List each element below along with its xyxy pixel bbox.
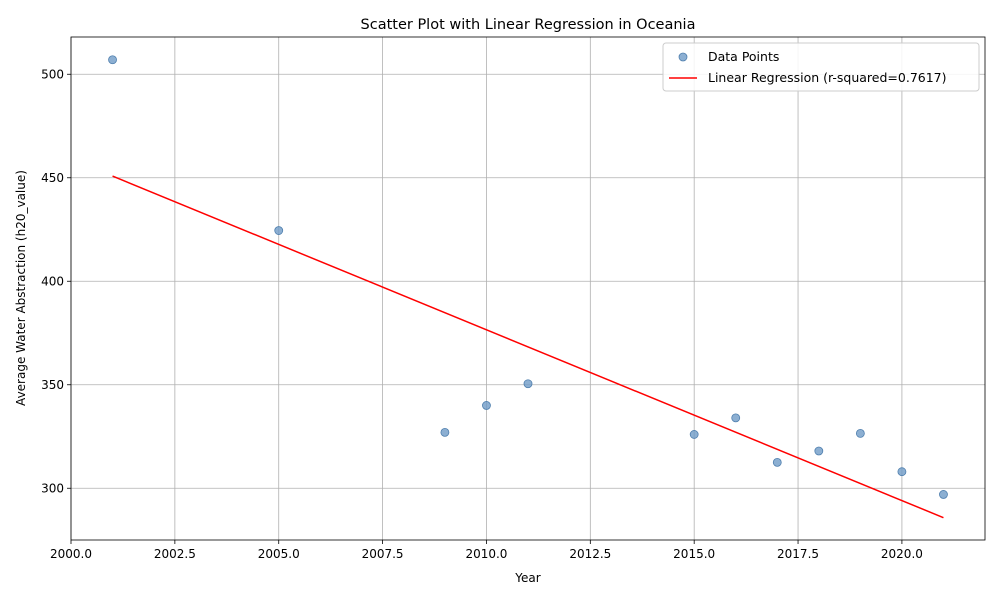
x-tick-label: 2012.5 <box>569 547 611 561</box>
data-point <box>440 427 450 437</box>
data-point <box>482 401 491 410</box>
x-tick-label: 2002.5 <box>154 547 196 561</box>
plot-area-border <box>70 36 986 541</box>
y-tick-label: 350 <box>41 378 64 392</box>
grid-layer <box>70 37 985 540</box>
data-point <box>814 446 824 456</box>
x-tick-label: 2007.5 <box>362 547 404 561</box>
x-tick-label: 2020.0 <box>881 547 923 561</box>
legend-marker-data-points <box>678 52 688 62</box>
data-point <box>523 379 533 389</box>
regression-layer <box>112 175 944 519</box>
plot-frame <box>70 36 986 541</box>
y-axis-title: Average Water Abstraction (h20_value) <box>14 170 28 406</box>
y-tick-label: 300 <box>41 481 64 495</box>
legend-label-data-points: Data Points <box>708 49 779 64</box>
x-tick-label: 2015.0 <box>673 547 715 561</box>
data-point <box>108 55 117 65</box>
data-point <box>274 226 284 235</box>
x-tick-label: 2005.0 <box>258 547 300 561</box>
y-tick-label: 450 <box>41 171 64 185</box>
x-tick-label: 2000.0 <box>50 547 92 561</box>
x-tick-label: 2017.5 <box>777 547 819 561</box>
chart-title: Scatter Plot with Linear Regression in O… <box>361 17 696 33</box>
data-point <box>689 430 699 439</box>
regression-line <box>112 175 944 519</box>
legend-box <box>662 42 980 92</box>
data-point <box>939 490 948 499</box>
x-tick-label: 2010.0 <box>465 547 507 561</box>
data-point <box>731 413 741 423</box>
x-axis-title: Year <box>514 571 540 585</box>
data-point <box>772 457 782 467</box>
legend: Data Points Linear Regression (r-squared=… <box>662 42 980 92</box>
y-tick-label: 400 <box>41 274 64 288</box>
y-tick-label: 500 <box>41 67 64 81</box>
legend-label-regression: Linear Regression (r-squared=0.7617) <box>708 70 947 85</box>
data-point <box>855 428 865 438</box>
ticks-layer: 2000.0 2002.5 2005.0 2007.5 2010.0 2012.5 2015… <box>41 67 923 561</box>
points-layer <box>108 55 948 499</box>
data-point <box>897 467 907 477</box>
